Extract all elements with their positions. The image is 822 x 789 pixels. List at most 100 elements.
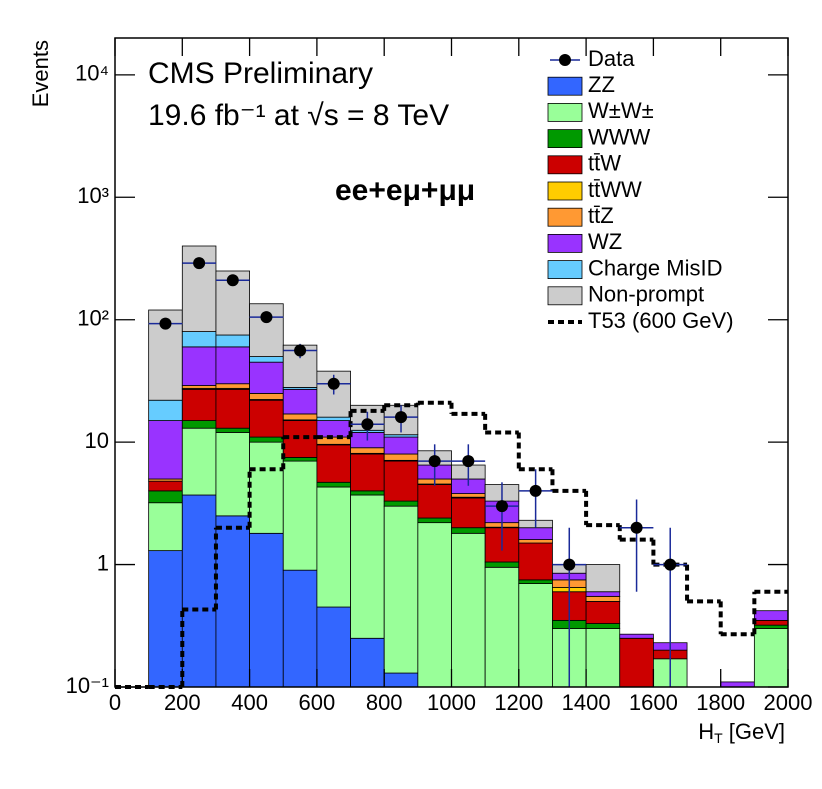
legend-label: ZZ <box>588 72 615 97</box>
stack-segment <box>316 416 351 421</box>
stack-segment <box>148 420 183 480</box>
stack-segment <box>316 481 351 488</box>
stack-segment <box>350 447 385 454</box>
stack-segment <box>316 420 351 438</box>
stack-segment <box>316 606 351 688</box>
data-point <box>529 484 542 497</box>
x-label-sub: T <box>714 730 723 746</box>
x-tick-label: 1800 <box>696 690 745 715</box>
stack-segment <box>215 388 250 429</box>
stack-segment <box>753 628 789 688</box>
x-label-part: H <box>698 719 714 744</box>
stack-segment <box>350 494 385 639</box>
data-point <box>630 521 643 534</box>
legend-label: tt̄WW <box>588 177 642 202</box>
data-point <box>664 558 677 571</box>
stack-segment <box>282 388 318 415</box>
stack-segment <box>518 583 553 688</box>
legend-label: W±W± <box>588 98 654 123</box>
stack-segment <box>316 486 351 608</box>
x-label-part: [GeV] <box>723 719 785 744</box>
data-point <box>563 558 576 571</box>
legend-label: T53 (600 GeV) <box>588 308 734 333</box>
legend-swatch <box>547 207 583 227</box>
stack-segment <box>215 346 250 385</box>
data-point <box>428 455 441 468</box>
data-point <box>462 455 475 468</box>
stack-segment <box>585 601 621 624</box>
stack-segment <box>585 595 621 602</box>
legend-label: tt̄Z <box>588 203 614 228</box>
data-point <box>495 500 508 513</box>
data-point <box>260 311 273 324</box>
x-tick-label: 200 <box>164 690 201 715</box>
data-point <box>395 411 408 424</box>
x-tick-label: 1600 <box>629 690 678 715</box>
chart-subtitle: 19.6 fb⁻¹ at √s = 8 TeV <box>148 99 449 132</box>
y-axis-label: Events <box>28 40 53 107</box>
stack-segment <box>451 493 486 498</box>
stack-segment <box>518 542 553 581</box>
y-tick-label: 10 <box>85 428 109 453</box>
stack-segment <box>451 527 486 534</box>
stack-segment <box>249 399 284 438</box>
y-tick-label: 10³ <box>77 183 109 208</box>
stack-segment <box>148 502 183 552</box>
chart-title: CMS Preliminary <box>148 57 373 90</box>
stack-segment <box>181 427 217 496</box>
data-point <box>193 257 206 270</box>
legend-swatch <box>547 181 583 201</box>
stack-segment <box>181 331 217 348</box>
stack-segment <box>753 624 789 629</box>
x-axis-label: HT [GeV] <box>698 719 785 746</box>
stack-segment <box>215 334 250 348</box>
data-point <box>294 344 307 357</box>
legend-swatch <box>547 286 583 306</box>
legend-label: Non-prompt <box>588 282 704 307</box>
stack-segment <box>148 550 183 688</box>
stack-segment <box>181 420 217 429</box>
legend-swatch <box>547 76 583 96</box>
legend-swatch <box>547 129 583 149</box>
legend-swatch <box>547 233 583 253</box>
legend-swatch <box>547 260 583 280</box>
stack-segment <box>619 637 654 688</box>
stack-segment <box>215 515 250 688</box>
stack-segment <box>249 361 284 394</box>
legend-label: WWW <box>588 124 651 149</box>
legend-label: Charge MisID <box>588 255 722 280</box>
stack-segment <box>619 633 654 639</box>
x-tick-label: 2000 <box>764 690 813 715</box>
stack-segment <box>585 623 621 629</box>
legend-swatch <box>547 103 583 122</box>
stack-segment <box>417 517 452 524</box>
stack-segment <box>148 480 183 492</box>
data-point <box>361 418 374 431</box>
stack-segment <box>148 490 183 504</box>
stack-segment <box>753 619 789 626</box>
data-point <box>226 274 239 287</box>
stack-segment <box>181 346 217 386</box>
y-tick-label: 10⁴ <box>75 61 109 86</box>
x-tick-label: 1000 <box>427 690 476 715</box>
stack-segment <box>215 427 250 433</box>
channel-label: ee+eμ+μμ <box>335 174 475 207</box>
stack-segment <box>383 505 419 674</box>
stack-segment <box>249 441 284 534</box>
stack-segment <box>753 610 789 621</box>
y-tick-label: 10² <box>77 306 109 331</box>
data-point <box>159 317 172 330</box>
stack-segment <box>518 539 553 544</box>
y-tick-label: 10⁻¹ <box>66 673 109 698</box>
stack-segment <box>350 637 385 688</box>
stack-segment <box>249 436 284 443</box>
x-tick-label: 1200 <box>494 690 543 715</box>
x-tick-label: 400 <box>231 690 268 715</box>
stack-segment <box>383 500 419 507</box>
legend-label: WZ <box>588 229 622 254</box>
stack-segment <box>282 457 318 462</box>
x-tick-label: 800 <box>366 690 403 715</box>
x-tick-label: 1400 <box>562 690 611 715</box>
stack-segment <box>383 672 419 688</box>
